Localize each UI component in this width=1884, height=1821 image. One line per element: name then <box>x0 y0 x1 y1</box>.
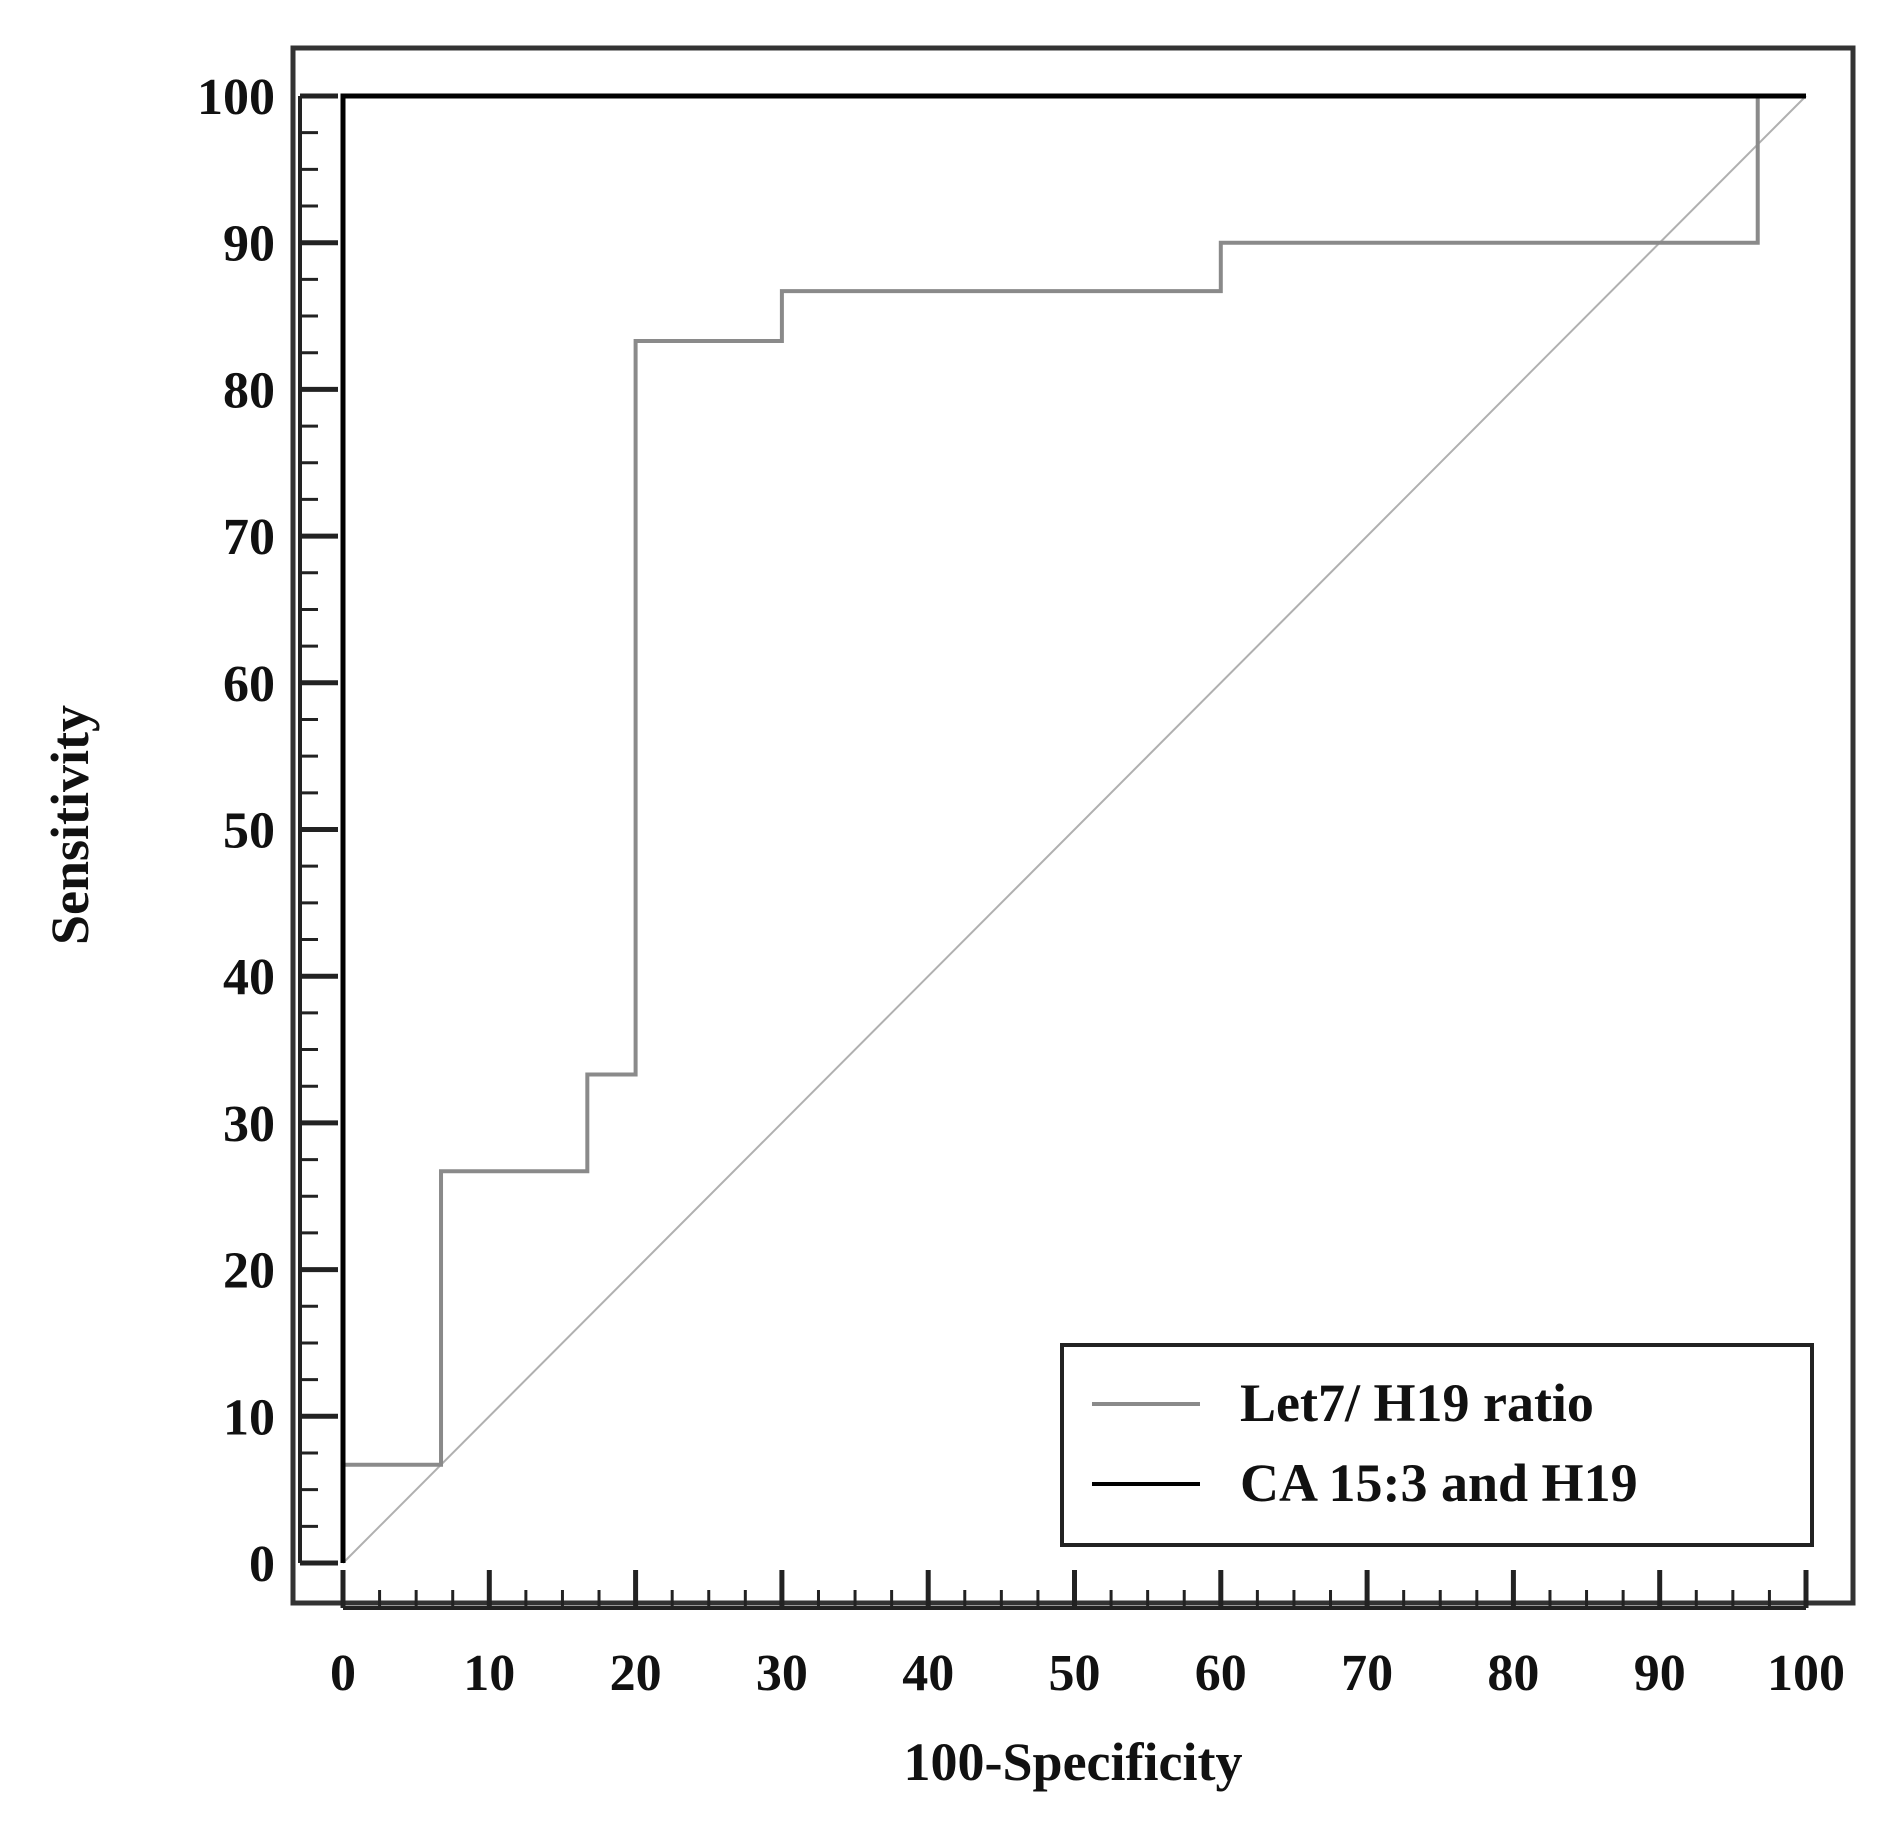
y-tick-label: 50 <box>223 803 275 860</box>
x-tick-label: 30 <box>756 1645 808 1702</box>
y-tick-label: 60 <box>223 656 275 713</box>
x-tick-label: 0 <box>330 1645 356 1702</box>
x-tick-label: 50 <box>1049 1645 1101 1702</box>
reference-line-layer <box>342 95 1807 1564</box>
y-tick-label: 40 <box>223 949 275 1006</box>
x-axis: 0 10 20 30 40 50 60 70 80 90 100 <box>330 1570 1845 1702</box>
x-tick-label: 90 <box>1634 1645 1686 1702</box>
y-axis: 0 10 20 30 40 50 60 70 80 90 100 <box>197 69 338 1593</box>
x-tick-label: 100 <box>1767 1645 1845 1702</box>
x-tick-label: 40 <box>902 1645 954 1702</box>
x-tick-label: 10 <box>463 1645 515 1702</box>
y-tick-label: 90 <box>223 216 275 273</box>
y-tick-label: 30 <box>223 1096 275 1153</box>
legend-label-let7-h19-ratio: Let7/ H19 ratio <box>1240 1373 1594 1433</box>
y-tick-label: 100 <box>197 69 275 126</box>
series-line-let7-h19-ratio <box>341 94 1806 1563</box>
x-tick-label: 80 <box>1487 1645 1539 1702</box>
x-tick-label: 20 <box>610 1645 662 1702</box>
legend-box <box>1060 1343 1814 1547</box>
x-axis-title: 100-Specificity <box>904 1732 1243 1792</box>
reference-diagonal-line <box>342 95 1807 1564</box>
x-tick-label: 70 <box>1341 1645 1393 1702</box>
y-tick-label: 0 <box>249 1536 275 1593</box>
y-tick-label: 70 <box>223 509 275 566</box>
series-layer <box>340 93 1806 1563</box>
y-tick-label: 20 <box>223 1243 275 1300</box>
x-tick-label: 60 <box>1195 1645 1247 1702</box>
y-tick-label: 80 <box>223 362 275 419</box>
legend: Let7/ H19 ratio CA 15:3 and H19 <box>1060 1343 1814 1547</box>
y-tick-label: 10 <box>223 1389 275 1446</box>
legend-label-ca153-h19: CA 15:3 and H19 <box>1240 1453 1638 1513</box>
y-axis-title: Sensitivity <box>40 705 100 945</box>
series-line-ca153-h19 <box>340 93 1806 1563</box>
